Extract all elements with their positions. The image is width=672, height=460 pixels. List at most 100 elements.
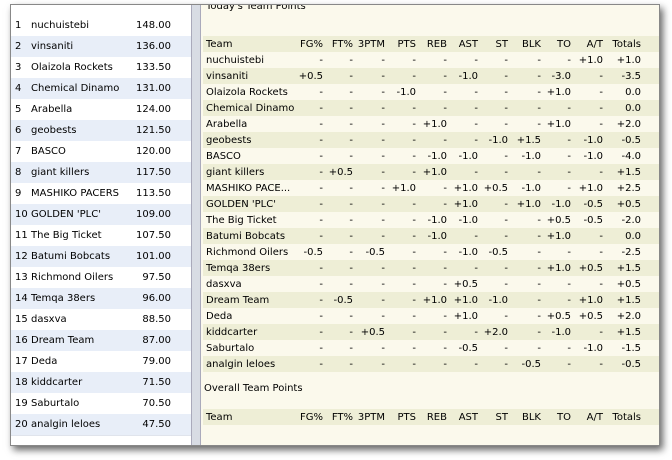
cell: -1.0 <box>458 247 478 258</box>
table-row <box>203 84 659 100</box>
points: 70.50 <box>142 398 171 409</box>
cell: - <box>504 55 508 66</box>
cell: -1.0 <box>488 135 508 146</box>
cell: - <box>537 215 541 226</box>
rank: 16 <box>15 335 28 346</box>
table-row <box>203 52 659 68</box>
cell: - <box>319 295 323 306</box>
cell: - <box>599 279 603 290</box>
cell: - <box>567 55 571 66</box>
standings-row: 10 GOLDEN 'PLC' 109.00 <box>11 204 191 226</box>
cell: - <box>443 87 447 98</box>
points: 124.00 <box>136 104 171 115</box>
team-name: giant killers <box>31 167 90 178</box>
cell: -1.0 <box>458 71 478 82</box>
cell: - <box>319 151 323 162</box>
cell: - <box>537 103 541 114</box>
cell: - <box>412 55 416 66</box>
team-name: GOLDEN 'PLC' <box>206 199 276 210</box>
cell: 0.0 <box>625 87 641 98</box>
standings-row: 5 Arabella 124.00 <box>11 99 191 121</box>
table-row <box>203 228 659 244</box>
cell: - <box>504 71 508 82</box>
rank: 15 <box>15 314 28 325</box>
rank: 7 <box>15 146 22 157</box>
team-name: Temqa 38ers <box>206 263 271 274</box>
points: 101.00 <box>136 251 171 262</box>
team-name: Chemical Dinamo <box>206 103 295 114</box>
points: 121.50 <box>136 125 171 136</box>
rank: 17 <box>15 356 28 367</box>
column-header: TO <box>557 412 571 423</box>
cell: -1.0 <box>488 295 508 306</box>
cell: - <box>381 263 385 274</box>
rank: 19 <box>15 398 28 409</box>
cell: - <box>349 311 353 322</box>
cell: -0.5 <box>521 359 541 370</box>
cell: - <box>319 263 323 274</box>
table-row <box>203 180 659 196</box>
standings-row: 19 Saburtalo 70.50 <box>11 393 191 415</box>
cell: - <box>599 87 603 98</box>
cell: - <box>599 119 603 130</box>
cell: - <box>349 87 353 98</box>
points: 87.00 <box>142 335 171 346</box>
cell: -1.0 <box>427 231 447 242</box>
standings-row: 9 MASHIKO PACERS 113.50 <box>11 183 191 205</box>
team-name: Olaizola Rockets <box>31 62 113 73</box>
team-name: MASHIKO PACERS <box>31 188 119 199</box>
standings-row: 20 analgin leloes 47.50 <box>11 414 191 436</box>
cell: -0.5 <box>488 247 508 258</box>
cell: - <box>412 247 416 258</box>
cell: - <box>567 167 571 178</box>
team-name: Temqa 38ers <box>31 293 96 304</box>
team-name: BASCO <box>31 146 66 157</box>
column-header: Team <box>206 412 233 423</box>
cell: - <box>349 215 353 226</box>
column-header: Team <box>206 39 233 50</box>
cell: - <box>349 343 353 354</box>
cell: - <box>474 167 478 178</box>
cell: - <box>443 263 447 274</box>
table-row <box>203 340 659 356</box>
cell: - <box>381 183 385 194</box>
cell: +1.0 <box>546 231 571 242</box>
column-header: AST <box>458 39 478 50</box>
cell: - <box>537 231 541 242</box>
cell: - <box>319 103 323 114</box>
column-header: TO <box>557 39 571 50</box>
table-row <box>203 116 659 132</box>
cell: - <box>504 359 508 370</box>
cell: - <box>349 55 353 66</box>
column-header: REB <box>426 39 447 50</box>
cell: - <box>443 199 447 210</box>
cell: - <box>443 359 447 370</box>
rank: 3 <box>15 62 22 73</box>
cell: - <box>599 71 603 82</box>
rank: 9 <box>15 188 22 199</box>
column-header: PTS <box>397 412 417 423</box>
table-row <box>203 68 659 84</box>
cell: +1.0 <box>422 119 447 130</box>
table-row <box>203 308 659 324</box>
standings-row: 18 kiddcarter 71.50 <box>11 372 191 394</box>
cell: +0.5 <box>578 263 603 274</box>
cell: +1.0 <box>453 183 478 194</box>
cell: - <box>349 151 353 162</box>
cell: - <box>474 87 478 98</box>
cell: - <box>412 359 416 370</box>
team-name: Saburtalo <box>31 398 80 409</box>
rank: 14 <box>15 293 28 304</box>
cell: - <box>504 279 508 290</box>
cell: - <box>599 103 603 114</box>
team-name: geobests <box>31 125 77 136</box>
cell: - <box>443 103 447 114</box>
cell: - <box>504 103 508 114</box>
cell: - <box>412 119 416 130</box>
cell: - <box>567 343 571 354</box>
cell: - <box>349 103 353 114</box>
rank: 10 <box>15 209 28 220</box>
cell: +1.0 <box>546 263 571 274</box>
section-title: Overall Team Points <box>204 383 303 394</box>
cell: +1.5 <box>516 135 541 146</box>
